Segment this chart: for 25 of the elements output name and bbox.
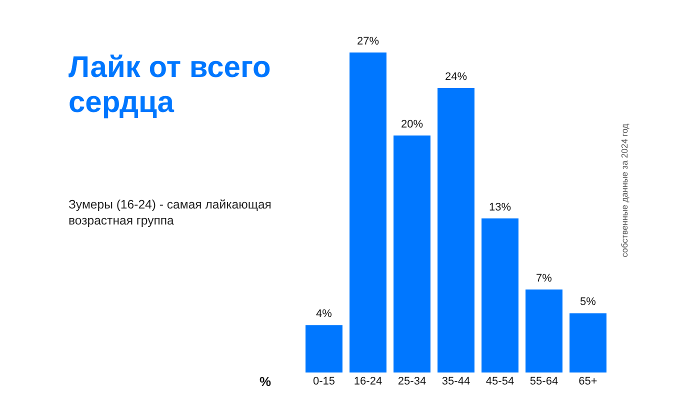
data-label: 5% xyxy=(580,296,596,308)
bar xyxy=(482,218,518,372)
x-tick-label: 16-24 xyxy=(354,376,382,388)
bar xyxy=(350,52,386,372)
bar xyxy=(306,325,342,372)
bar xyxy=(438,88,474,372)
text: Лайк от всего сердца xyxy=(68,51,271,119)
text: Зумеры (16-24) - самая лайкающая возрастная группа xyxy=(68,198,272,228)
bar xyxy=(394,135,430,372)
x-tick-label: 65+ xyxy=(578,376,598,388)
x-tick-label: 55-64 xyxy=(530,376,558,388)
data-label: 7% xyxy=(536,272,552,285)
data-label: 24% xyxy=(444,71,468,84)
x-tick-label: 45-54 xyxy=(486,376,514,388)
x-tick-label: 0-15 xyxy=(312,376,336,388)
bar xyxy=(570,313,606,372)
x-tick-label: 35-44 xyxy=(442,376,470,388)
text: собственные данные за 2024 год xyxy=(620,124,630,258)
text: % xyxy=(260,374,272,389)
x-tick-label: 25-34 xyxy=(398,376,426,388)
data-label: 13% xyxy=(488,201,512,214)
data-label: 27% xyxy=(356,36,380,48)
data-label: 20% xyxy=(400,118,424,130)
bar xyxy=(526,290,562,372)
data-label: 4% xyxy=(316,308,332,320)
